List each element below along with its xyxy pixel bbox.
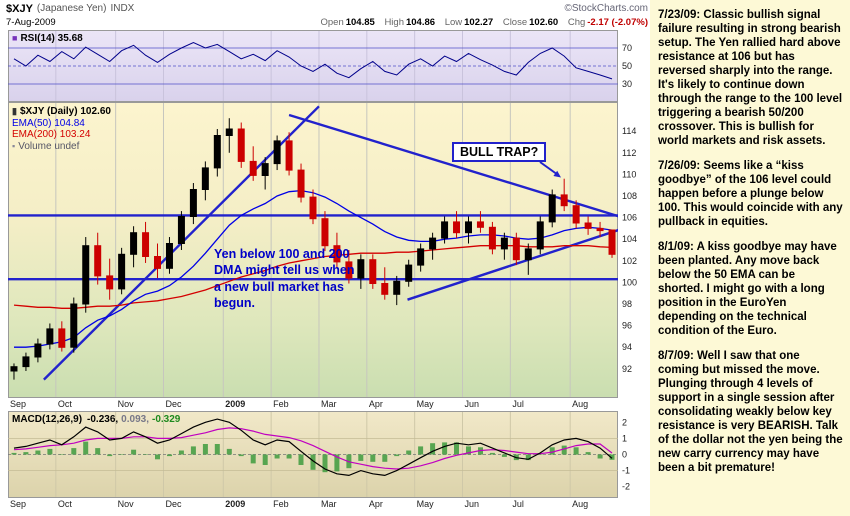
x-axis-month-label: May [416,399,434,409]
x-axis-month-label: Sep [10,399,27,409]
open-label: Open [320,16,344,28]
quote-row: 7-Aug-2009 Open 104.85 High 104.86 Low 102.… [6,16,648,28]
x-axis-month-label: Sep [10,499,27,509]
ema200-legend: EMA(200) 103.24 [12,129,91,140]
svg-text:50: 50 [622,61,632,71]
close-label: Close [502,16,528,28]
price-legend: ▮ $XJY (Daily) 102.60 EMA(50) 104.84 EMA(… [12,106,111,152]
x-axis-month-label: Aug [572,499,589,509]
x-axis-month-label: Nov [117,399,134,409]
svg-text:92: 92 [622,364,632,374]
x-axis-month-label: Apr [368,499,383,509]
x-axis-month-label: Mar [320,499,337,509]
svg-text:-1: -1 [622,466,630,476]
change-value: -2.17 (-2.07%) [587,16,648,28]
x-axis-month-label: Oct [57,399,72,409]
ticker-symbol: $XJY [6,2,33,15]
svg-text:100: 100 [622,277,637,287]
close-value: 102.60 [529,16,559,28]
price-legend-symbol: $XJY (Daily) 102.60 [19,106,111,117]
volume-legend: Volume undef [18,140,80,152]
svg-text:70: 70 [622,43,632,53]
svg-text:94: 94 [622,342,632,352]
svg-text:104: 104 [622,234,637,244]
svg-text:98: 98 [622,299,632,309]
x-axis-month-label: Feb [273,499,289,509]
macd-legend: MACD(12,26,9) -0.236, 0.093, -0.329 [12,414,180,425]
commentary-paragraph: 8/7/09: Well I saw that one coming but m… [658,350,843,475]
x-axis-month-label: Dec [165,499,182,509]
x-axis-month-label: 2009 [225,399,246,409]
x-axis-month-label: Jul [512,399,524,409]
stockcharts-brand: ©StockCharts.com [564,3,648,14]
svg-text:2: 2 [622,417,627,427]
macd-signal-value: 0.093, [121,414,149,425]
macd-histogram-value: -0.329 [151,414,181,425]
ohlc-quote: Open 104.85 High 104.86 Low 102.27 Close 102… [313,17,648,28]
svg-text:108: 108 [622,191,637,201]
candlestick-icon: ▮ [12,106,17,116]
svg-text:-2: -2 [622,482,630,492]
change-label: Chg [567,16,586,28]
commentary-paragraph: 8/1/09: A kiss goodbye may have been pla… [658,241,837,338]
x-axis-month-label: Apr [368,399,383,409]
svg-text:96: 96 [622,321,632,331]
rsi-label: RSI(14) [20,33,55,44]
x-axis-month-label: Jul [512,499,524,509]
bull-trap-callout: BULL TRAP? [452,142,547,162]
commentary-paragraph: 7/26/09: Seems like a “kiss goodbye” of … [658,160,843,229]
open-value: 104.85 [345,16,375,28]
ticker-name: (Japanese Yen) [36,3,107,14]
volume-legend-row: ▪ Volume undef [12,141,111,153]
x-axis-month-label: Jun [464,499,480,509]
rsi-plot: 70 50 30 [8,31,632,101]
x-axis-month-label: May [416,499,434,509]
rsi-legend: ■ RSI(14) 35.68 [12,33,83,44]
low-value: 102.27 [464,16,494,28]
x-axis-month-label: 2009 [225,499,246,509]
commentary-panel: 7/23/09: Classic bullish signal failure … [650,0,850,516]
macd-plot: 2 1 0 -1 -2 [8,412,630,497]
x-axis-labels-bottom: Sep Oct Nov Dec 2009 Feb Mar Apr May Jun Jul Aug [0,498,650,516]
x-axis-month-label: Jun [464,399,480,409]
high-value: 104.86 [405,16,436,28]
chart-area: $XJY (Japanese Yen) INDX ©StockCharts.co… [0,2,650,516]
svg-text:30: 30 [622,79,632,89]
high-label: High [384,16,404,28]
rsi-indicator-icon: ■ [12,33,18,43]
chart-header: $XJY (Japanese Yen) INDX ©StockCharts.co… [6,2,648,15]
x-axis-month-label: Nov [117,499,134,509]
x-axis-month-label: Aug [572,399,589,409]
rsi-panel: 70 50 30 ■ RSI(14) 35.68 [0,30,650,102]
commentary-paragraph: 7/23/09: Classic bullish signal failure … [658,9,843,148]
svg-text:112: 112 [622,148,636,158]
ema50-legend: EMA(50) 104.84 [12,117,85,129]
svg-text:110: 110 [622,169,636,179]
macd-line-value: -0.236, [87,414,119,425]
volume-icon: ▪ [12,140,16,151]
x-axis-month-label: Dec [165,399,182,409]
svg-text:106: 106 [622,213,637,223]
low-label: Low [444,16,463,28]
quote-date: 7-Aug-2009 [6,16,56,28]
rsi-value: 35.68 [57,33,83,44]
price-legend-symbol-row: ▮ $XJY (Daily) 102.60 [12,106,111,118]
x-axis-month-label: Mar [320,399,337,409]
svg-text:0: 0 [622,450,627,460]
x-axis-month-label: Oct [57,499,72,509]
svg-text:114: 114 [622,126,636,136]
x-axis-month-label: Feb [273,399,289,409]
macd-label: MACD(12,26,9) [12,414,83,425]
ticker-exchange: INDX [110,3,135,14]
x-axis-labels-top: Sep Oct Nov Dec 2009 Feb Mar Apr May Jun Jul Aug [0,398,650,411]
price-plot: 114 112 110 108 106 104 102 100 98 96 94 92 [8,103,637,397]
svg-text:102: 102 [622,256,637,266]
macd-panel: 2 1 0 -1 -2 MACD(12,26,9) -0.236, 0.093, -0.329 [0,411,650,498]
trader-note-annotation: Yen below 100 and 200 DMA might tell us … [214,247,355,310]
svg-text:1: 1 [622,433,627,443]
